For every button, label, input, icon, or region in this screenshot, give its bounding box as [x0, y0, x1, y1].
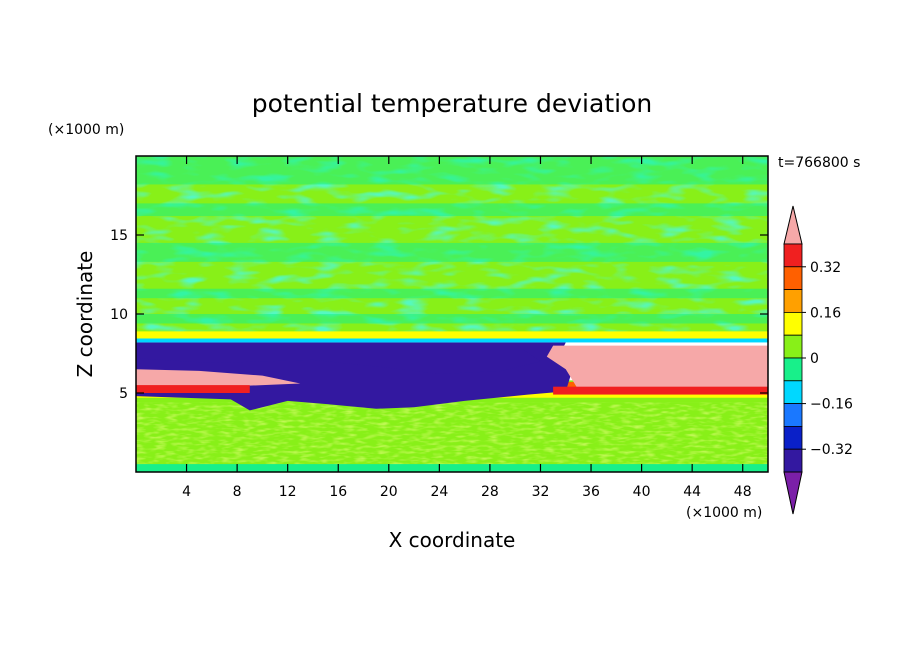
- y-axis-title: Z coordinate: [73, 251, 97, 378]
- west-warm-tongue: [136, 369, 301, 387]
- colorbar: 0.32 0.16 0 −0.16 −0.32: [783, 205, 853, 515]
- inversion-yellow: [136, 331, 768, 340]
- x-unit-label: (×1000 m): [686, 505, 762, 521]
- y-unit-label: (×1000 m): [48, 122, 124, 138]
- teal-band: [136, 314, 768, 324]
- x-tick-label: 24: [430, 484, 448, 500]
- colorbar-box: [783, 380, 803, 404]
- lower-texture: [136, 402, 768, 472]
- chart-title: potential temperature deviation: [252, 89, 652, 118]
- colorbar-bottom-extension: [783, 471, 803, 515]
- colorbar-tick-label: 0: [810, 351, 819, 367]
- x-tick-label: 48: [734, 484, 752, 500]
- colorbar-tick-label: −0.32: [810, 442, 853, 458]
- colorbar-box: [783, 334, 803, 359]
- x-tick-label: 4: [182, 484, 191, 500]
- colorbar-tick-label: 0.16: [810, 305, 841, 321]
- x-tick-label: 20: [380, 484, 398, 500]
- colorbar-box: [783, 243, 803, 268]
- x-tick-label: 8: [233, 484, 242, 500]
- warm-edge: [553, 386, 768, 395]
- x-tick-label: 28: [481, 484, 499, 500]
- x-tick-label: 36: [582, 484, 600, 500]
- time-label: t=766800 s: [778, 155, 860, 171]
- teal-band: [136, 288, 768, 299]
- colorbar-box: [783, 289, 803, 313]
- x-tick-label: 12: [279, 484, 297, 500]
- colorbar-box: [783, 425, 803, 450]
- colorbar-box: [783, 403, 803, 427]
- inversion-cyan: [136, 338, 768, 343]
- colorbar-box: [783, 448, 803, 473]
- x-tick-label: 44: [683, 484, 701, 500]
- y-tick-label: 10: [110, 307, 128, 323]
- teal-band: [136, 203, 768, 217]
- colorbar-box: [783, 311, 803, 336]
- colorbar-tick-label: −0.16: [810, 397, 853, 413]
- west-red-stripe: [136, 385, 250, 393]
- colorbar-box: [783, 357, 803, 382]
- x-tick-label: 32: [532, 484, 550, 500]
- warm-pool: [546, 345, 768, 390]
- colorbar-top-extension: [783, 205, 803, 245]
- contour-field: [136, 156, 768, 472]
- colorbar-box: [783, 266, 803, 290]
- x-tick-label: 40: [633, 484, 651, 500]
- y-tick-label: 15: [110, 228, 128, 244]
- colorbar-tick-label: 0.32: [810, 260, 841, 276]
- y-tick-label: 5: [119, 386, 128, 402]
- x-axis-title: X coordinate: [389, 528, 516, 552]
- teal-band: [136, 156, 768, 185]
- surface-band: [136, 464, 768, 472]
- teal-band: [136, 242, 768, 262]
- x-tick-label: 16: [329, 484, 347, 500]
- cold-core: [136, 344, 541, 375]
